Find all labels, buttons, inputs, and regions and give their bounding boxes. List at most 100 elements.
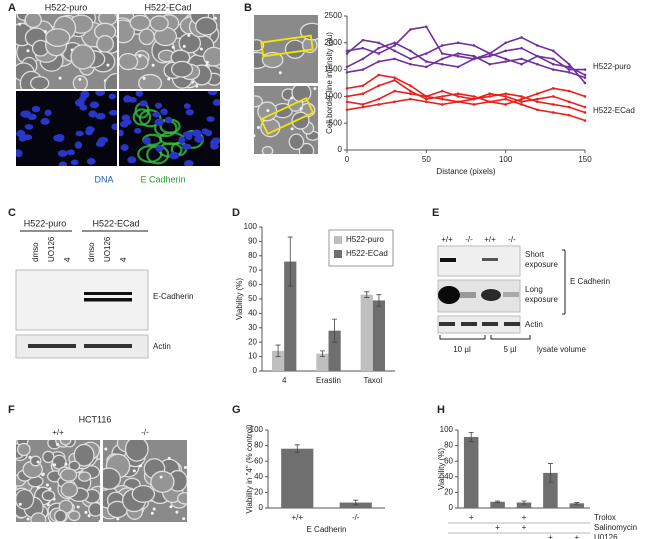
point [536, 44, 539, 47]
point [504, 57, 507, 61]
point [536, 92, 539, 96]
point [567, 105, 571, 109]
point [504, 49, 507, 53]
nucleus [159, 475, 163, 479]
target-label: E Cadherin [570, 277, 610, 286]
cell [59, 440, 72, 446]
nucleus [167, 456, 171, 460]
nucleus [44, 109, 52, 116]
band [60, 344, 76, 348]
nucleus [152, 111, 161, 118]
band [100, 292, 116, 295]
point [520, 103, 523, 106]
band [504, 322, 520, 326]
panel-label: H [437, 404, 445, 416]
nucleus [48, 487, 52, 491]
cell [261, 145, 274, 154]
y-tick-label: 40 [248, 309, 257, 318]
series-label: H522-puro [593, 62, 631, 71]
nucleus [28, 455, 32, 459]
point [361, 105, 365, 109]
point [409, 89, 412, 93]
point [536, 62, 539, 66]
x-tick-label: Erastin [316, 376, 341, 385]
bracket [439, 335, 531, 340]
y-tick-label: 60 [444, 456, 453, 465]
cell [60, 481, 78, 498]
line [346, 79, 586, 106]
nucleus [185, 109, 194, 116]
band [503, 292, 519, 297]
nucleus [120, 144, 129, 152]
nucleus [75, 130, 84, 137]
point [488, 62, 492, 66]
error-bar [574, 502, 580, 505]
y-tick-label: 90 [248, 237, 257, 246]
y-tick-label: 40 [254, 472, 263, 481]
nucleus [24, 124, 34, 130]
cell [29, 455, 42, 467]
nucleus [26, 517, 30, 521]
treatment-mark: + [522, 513, 527, 522]
nucleus [313, 87, 317, 91]
point [361, 84, 365, 87]
column-label: -/- [141, 428, 149, 437]
x-tick-label: 0 [345, 155, 350, 164]
nucleus [256, 125, 260, 129]
error-bar [275, 344, 281, 357]
row-label: exposure [525, 295, 558, 304]
point [440, 103, 444, 106]
band [461, 322, 477, 326]
bracket [562, 249, 566, 315]
cell [29, 75, 50, 89]
error-bar [376, 294, 382, 307]
band [28, 344, 44, 348]
band [438, 286, 460, 304]
point [567, 65, 571, 69]
y-tick-label: 100 [244, 222, 258, 231]
genotype: +/+ [441, 235, 453, 244]
nucleus [164, 116, 173, 124]
legend-label: H522-puro [346, 235, 384, 244]
bar [490, 501, 505, 508]
point [488, 92, 492, 96]
y-tick-label: 30 [248, 323, 257, 332]
point [520, 36, 523, 39]
stain-label: DNA [94, 174, 113, 184]
nucleus [299, 106, 303, 110]
nucleus [41, 472, 45, 476]
legend-label: H522-ECad [346, 249, 388, 258]
cell [149, 15, 169, 32]
point [361, 57, 365, 61]
point [440, 97, 444, 101]
point [409, 92, 412, 96]
nucleus [195, 84, 199, 88]
nucleus [183, 103, 191, 109]
y-tick-label: 1500 [324, 65, 342, 74]
nucleus [119, 129, 124, 137]
point [440, 89, 444, 93]
cell [67, 510, 81, 522]
nucleus [154, 118, 164, 126]
nucleus [278, 71, 282, 75]
point [345, 52, 349, 55]
point [567, 100, 571, 104]
band [460, 292, 476, 298]
cell [16, 488, 35, 510]
nucleus [78, 77, 82, 81]
point [567, 113, 571, 117]
nucleus [58, 161, 68, 166]
nucleus [290, 96, 294, 100]
panel-label: F [8, 404, 15, 416]
legend-swatch [334, 236, 342, 244]
cell [119, 52, 139, 71]
x-axis-label: E Cadherin [306, 525, 346, 534]
y-tick-label: 2500 [324, 11, 342, 20]
nucleus [171, 45, 175, 49]
x-tick-label: Taxol [363, 376, 382, 385]
point [361, 46, 365, 50]
nucleus [192, 129, 202, 137]
cell [42, 450, 55, 464]
y-axis-label: Cell border line intensity (au) [325, 32, 334, 134]
